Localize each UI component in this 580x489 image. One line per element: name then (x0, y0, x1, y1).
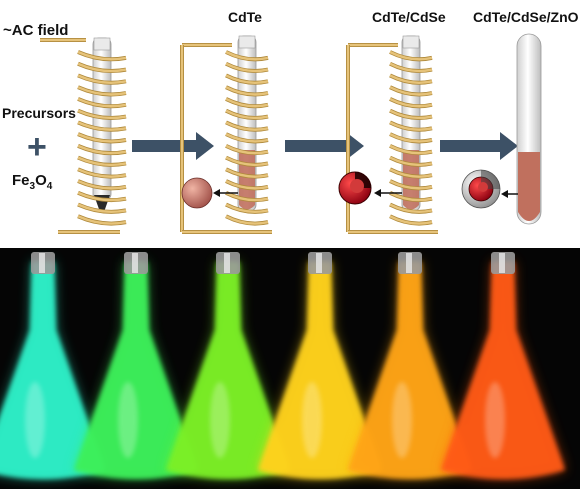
cdte-nanocrystal (181, 177, 213, 209)
flask-photo (0, 252, 565, 479)
flask-reflection (392, 382, 412, 458)
stopper-highlight (316, 253, 322, 273)
product-liquid (518, 152, 540, 221)
coil-turn-highlight (77, 191, 127, 202)
flask-reflection (25, 382, 45, 458)
precursors-label: Precursors (2, 105, 76, 121)
coil-turn-highlight (389, 179, 433, 190)
coil-turn-highlight (389, 133, 433, 143)
coil-turn-highlight (225, 109, 269, 120)
coil-turn-highlight (389, 50, 433, 61)
ac-field-label: ~AC field (3, 22, 68, 39)
stage-label-cdte-cdse: CdTe/CdSe (372, 9, 446, 25)
coil-turn-highlight (225, 121, 269, 131)
coil-turn-highlight (225, 62, 269, 73)
coil-turn-highlight (389, 62, 433, 73)
coil-turn-highlight (389, 156, 433, 167)
coil-turn-highlight (77, 179, 127, 190)
fe3o4-label: Fe3O4 (12, 172, 53, 192)
cdte-cdse-nanocrystal (338, 171, 372, 205)
arrowhead (213, 189, 220, 197)
flask-reflection (118, 382, 138, 458)
coil-turn-highlight (225, 203, 269, 213)
coil-turn-highlight (389, 168, 433, 178)
coil-assembly-1 (40, 37, 127, 234)
coil-assembly-2 (180, 35, 272, 234)
flask-body (441, 262, 565, 479)
coil-turn-highlight (77, 133, 127, 143)
stage-label-cdte-cdse-zno: CdTe/CdSe/ZnO (473, 9, 579, 25)
coil-turn-highlight (389, 203, 433, 213)
coil-turn-highlight (77, 74, 127, 84)
flask-3 (166, 252, 290, 479)
process-arrow-3 (440, 132, 518, 160)
flask-1 (0, 252, 105, 479)
flask-5 (348, 252, 472, 479)
coil-1 (77, 50, 127, 226)
coil-turn-highlight (389, 109, 433, 120)
stopper-highlight (406, 253, 412, 273)
arrowhead (374, 189, 381, 197)
coil-turn-highlight (77, 144, 127, 155)
coil-turn-highlight (225, 50, 269, 61)
coil-assembly-3 (338, 35, 438, 234)
final-test-tube (461, 33, 542, 225)
coil-turn-highlight (225, 144, 269, 155)
flask-body (258, 262, 382, 479)
coil-turn-highlight (225, 168, 269, 178)
cdte-cdse-zno-nanocrystal (461, 169, 501, 209)
coil-turn-highlight (77, 86, 127, 96)
flask-2 (74, 252, 198, 479)
coil-turn-highlight (389, 121, 433, 131)
coil-turn-highlight (225, 86, 269, 96)
coil-turn-highlight (225, 74, 269, 84)
coil-turn-highlight (225, 215, 269, 225)
flask-reflection (485, 382, 505, 458)
coil-turn-highlight (225, 191, 269, 202)
coil-turn-highlight (389, 74, 433, 84)
coil-turn-highlight (77, 50, 127, 61)
coil-turn-highlight (77, 62, 127, 73)
flask-reflection (210, 382, 230, 458)
plus-sign: + (27, 128, 47, 166)
coil-turn-highlight (225, 97, 269, 108)
coil-2 (225, 50, 269, 226)
arrowhead (501, 190, 508, 198)
flask-6 (441, 252, 565, 479)
coil-turn-highlight (225, 179, 269, 190)
coil-turn-highlight (389, 191, 433, 202)
coil-turn-highlight (225, 133, 269, 143)
coil-turn-highlight (77, 168, 127, 178)
coil-turn-highlight (77, 109, 127, 120)
process-arrow-2 (285, 132, 364, 160)
stopper-highlight (499, 253, 505, 273)
coil-turn-highlight (389, 97, 433, 108)
flask-4 (258, 252, 382, 479)
coil-turn-highlight (77, 156, 127, 167)
coil-3 (389, 50, 433, 226)
coil-turn-highlight (225, 156, 269, 167)
flask-body (348, 262, 472, 479)
flask-body (74, 262, 198, 479)
stopper-highlight (132, 253, 138, 273)
stopper-highlight (39, 253, 45, 273)
coil-turn-highlight (77, 215, 127, 225)
flask-reflection (302, 382, 322, 458)
coil-turn-highlight (77, 121, 127, 131)
process-arrow-1 (132, 132, 214, 160)
coil-turn-highlight (389, 86, 433, 96)
coil-turn-highlight (389, 144, 433, 155)
stopper-highlight (224, 253, 230, 273)
flask-body (166, 262, 290, 479)
coil-turn-highlight (77, 203, 127, 213)
coil-turn-highlight (389, 215, 433, 225)
coil-turn-highlight (77, 97, 127, 108)
stage-label-cdte: CdTe (228, 9, 262, 25)
